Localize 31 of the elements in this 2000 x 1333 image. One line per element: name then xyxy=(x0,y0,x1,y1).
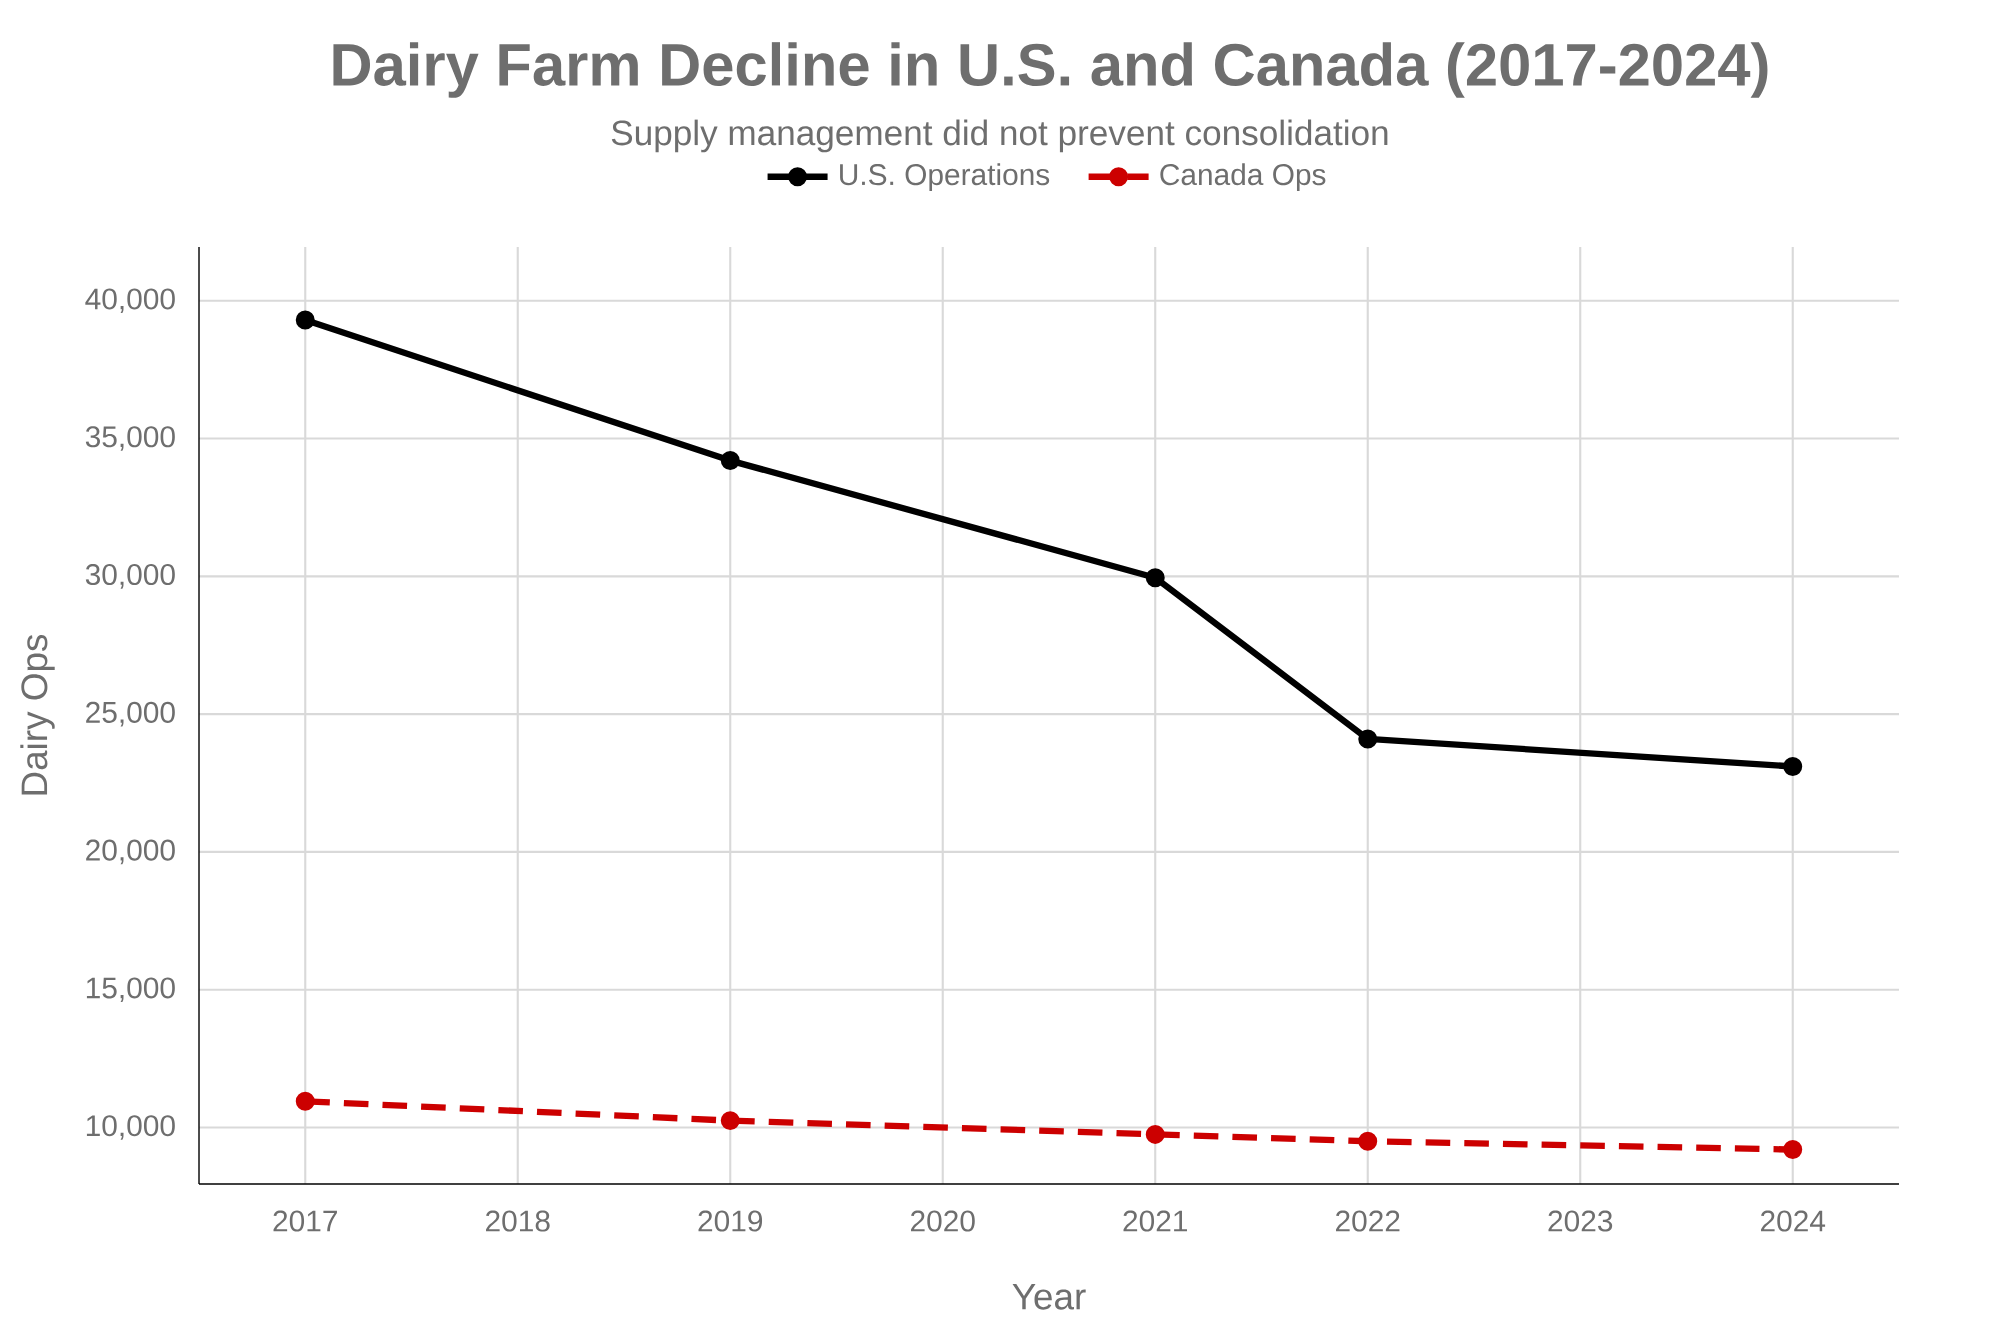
x-tick-label: 2017 xyxy=(273,1210,337,1232)
chart-title: Dairy Farm Decline in U.S. and Canada (2017-2024) xyxy=(333,42,1768,98)
x-tick-label: 2024 xyxy=(1760,1210,1826,1232)
point xyxy=(1358,1131,1378,1151)
x-tick-label: 2019 xyxy=(698,1210,763,1232)
point xyxy=(1783,1140,1803,1160)
y-tick-label: 25,000 xyxy=(86,701,175,727)
x-tick-label: 2023 xyxy=(1548,1210,1613,1232)
x-tick-label: 2021 xyxy=(1123,1210,1187,1232)
y-tick-label: 20,000 xyxy=(86,839,175,865)
point xyxy=(295,310,315,330)
y-tick-label: 10,000 xyxy=(86,1115,175,1140)
legend-label: Canada Ops xyxy=(1160,163,1326,192)
point xyxy=(720,451,740,471)
point xyxy=(295,1091,315,1111)
point xyxy=(1145,568,1165,588)
point xyxy=(720,1111,740,1131)
y-tick-label: 15,000 xyxy=(86,977,175,1003)
x-axis-title: Year xyxy=(1012,1283,1086,1310)
x-tick-label: 2022 xyxy=(1336,1210,1400,1232)
legend-label: U.S. Operations xyxy=(840,163,1050,192)
point xyxy=(1783,756,1803,776)
y-axis-title: Dairy Ops xyxy=(20,634,55,795)
x-tick-label: 2018 xyxy=(486,1210,550,1232)
point xyxy=(1358,729,1378,749)
y-tick-label: 40,000 xyxy=(85,288,175,314)
point xyxy=(1145,1124,1165,1144)
y-tick-label: 30,000 xyxy=(85,564,175,589)
y-tick-label: 35,000 xyxy=(85,426,175,451)
chart-subtitle: Supply management did not prevent consolidation xyxy=(611,119,1388,153)
x-tick-label: 2020 xyxy=(911,1210,975,1232)
